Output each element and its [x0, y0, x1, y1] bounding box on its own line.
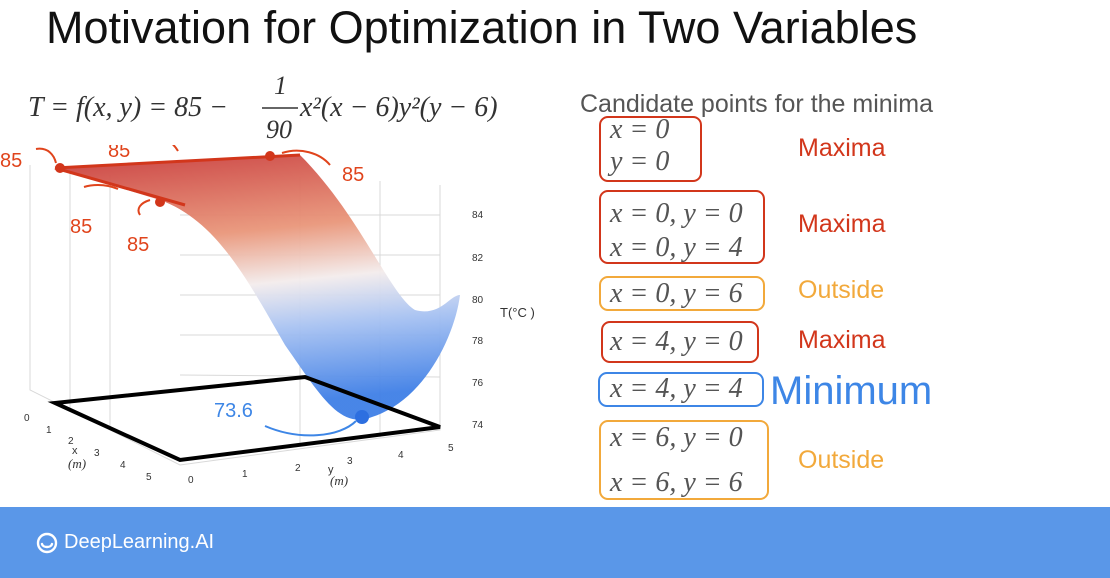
surface-plot: 85 85 85 85 85 73.6 84 82 80 78 76 74 T(… — [0, 145, 535, 488]
temperature-surface — [55, 155, 460, 420]
candidate-4-label: Maxima — [798, 326, 886, 354]
candidate-2-label: Maxima — [798, 210, 886, 238]
minimum-callout: 73.6 — [214, 400, 253, 422]
z-tick-80: 80 — [472, 295, 484, 306]
candidate-1-label: Maxima — [798, 134, 886, 162]
candidate-3-label: Outside — [798, 276, 885, 304]
x-tick-4: 4 — [120, 460, 126, 471]
candidate-box-1 — [599, 116, 702, 182]
y-tick-4: 4 — [398, 450, 404, 461]
candidate-3-line-1: x = 0, y = 6 — [610, 278, 743, 309]
y-axis-unit: (m) — [330, 473, 348, 488]
max-point-1 — [55, 163, 65, 173]
x-tick-2: 2 — [68, 436, 74, 447]
callout-85-b: 85 — [108, 145, 130, 162]
temperature-formula: T = f(x, y) = 85 − 1 90 x²(x − 6)y²(y − … — [28, 72, 498, 144]
x-tick-5: 5 — [146, 472, 152, 483]
candidate-2-line-1: x = 0, y = 0 — [610, 198, 743, 229]
candidate-4-line-1: x = 4, y = 0 — [610, 326, 743, 357]
candidate-box-5 — [598, 372, 764, 407]
domain-box — [47, 374, 441, 463]
callout-85-c: 85 — [342, 164, 364, 186]
z-tick-76: 76 — [472, 378, 484, 389]
candidate-box-3 — [599, 276, 765, 311]
candidates-title: Candidate points for the minima — [580, 90, 933, 118]
minimum-point — [355, 410, 369, 424]
x-axis-label: x — [72, 445, 78, 457]
y-tick-2: 2 — [295, 463, 301, 474]
formula-numerator: 1 — [274, 72, 287, 100]
candidate-box-6 — [599, 420, 769, 500]
max-point-3 — [155, 197, 165, 207]
max-point-2 — [265, 151, 275, 161]
ridge-y0 — [54, 153, 301, 170]
z-tick-82: 82 — [472, 253, 484, 264]
formula-denominator: 90 — [266, 115, 292, 144]
callout-85-e: 85 — [127, 234, 149, 256]
callout-85-d: 85 — [70, 216, 92, 238]
z-tick-84: 84 — [472, 210, 484, 221]
slide-title: Motivation for Optimization in Two Varia… — [46, 2, 918, 53]
candidate-5-line-1: x = 4, y = 4 — [610, 373, 743, 404]
y-axis-label: y — [328, 464, 334, 476]
candidate-1-line-1: x = 0 — [610, 114, 670, 145]
brand: DeepLearning.AI — [36, 531, 214, 554]
callout-85-a: 85 — [0, 150, 22, 172]
candidate-6-line-2: x = 6, y = 6 — [610, 467, 743, 498]
x-tick-1: 1 — [46, 425, 52, 436]
z-tick-74: 74 — [472, 420, 484, 431]
candidate-box-2 — [599, 190, 765, 264]
x-tick-0: 0 — [24, 413, 30, 424]
deeplearning-logo-icon — [36, 532, 58, 553]
x-tick-3: 3 — [94, 448, 100, 459]
formula-rhs: x²(x − 6)y²(y − 6) — [299, 92, 498, 123]
formula-lhs: T = f(x, y) = 85 − — [28, 92, 228, 123]
candidate-6-line-1: x = 6, y = 0 — [610, 422, 743, 453]
y-tick-5: 5 — [448, 443, 454, 454]
candidate-1-line-2: y = 0 — [610, 146, 670, 177]
y-tick-3: 3 — [347, 456, 353, 467]
candidate-box-4 — [601, 321, 759, 363]
y-tick-0: 0 — [188, 475, 194, 486]
candidate-5-label: Minimum — [770, 369, 933, 413]
brand-name: DeepLearning.AI — [64, 531, 215, 553]
minimum-arrow — [264, 420, 357, 437]
candidate-2-line-2: x = 0, y = 4 — [610, 232, 743, 263]
z-axis-label: T(°C ) — [500, 305, 535, 320]
z-tick-78: 78 — [472, 336, 484, 347]
footer-bar: DeepLearning.AI — [0, 507, 1110, 578]
x-axis-unit: (m) — [68, 456, 86, 471]
y-tick-1: 1 — [242, 469, 248, 480]
candidate-6-label: Outside — [798, 446, 885, 474]
